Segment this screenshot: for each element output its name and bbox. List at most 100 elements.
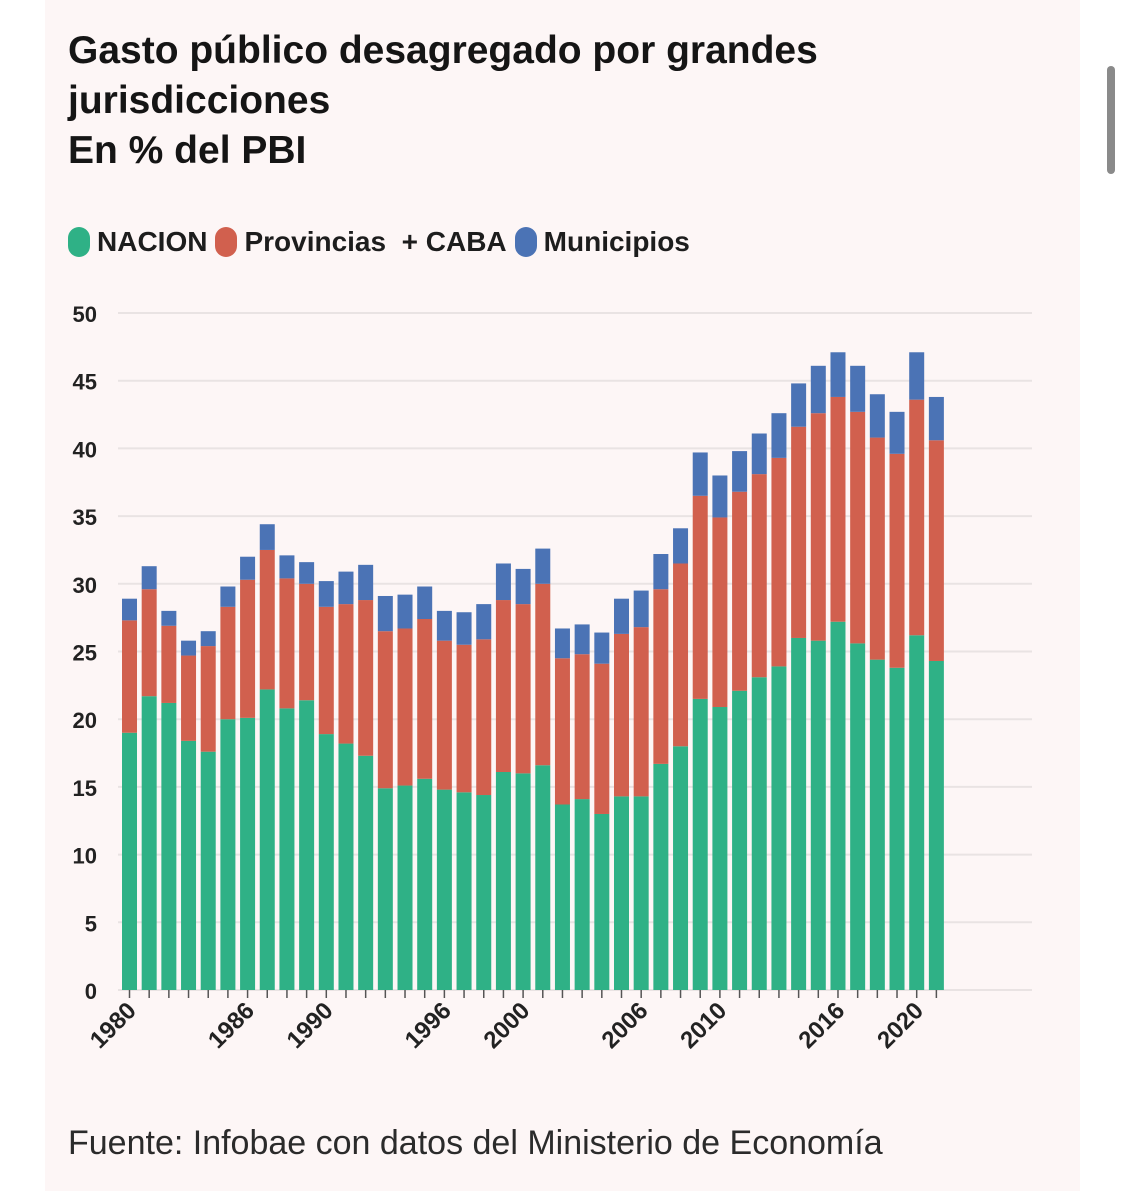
bar-1999-municipios bbox=[495, 563, 511, 601]
bar-2000-provincias-caba bbox=[515, 604, 531, 774]
x-tick-label-1986: 1986 bbox=[203, 997, 260, 1054]
bar-2009-provincias-caba bbox=[692, 495, 708, 699]
bar-2003-provincias-caba bbox=[574, 654, 590, 800]
legend-label-provincias: Provincias + CABA bbox=[244, 226, 507, 257]
bar-2015-nacion bbox=[810, 640, 826, 990]
bar-1983-provincias-caba bbox=[181, 655, 197, 741]
bar-1981-provincias-caba bbox=[141, 589, 157, 697]
bar-2014-municipios bbox=[791, 383, 807, 427]
bar-1985-provincias-caba bbox=[220, 606, 236, 720]
bar-2006-municipios bbox=[633, 590, 649, 628]
bar-2007-provincias-caba bbox=[653, 589, 669, 764]
bar-1996-nacion bbox=[436, 789, 452, 990]
bar-2017-provincias-caba bbox=[850, 411, 866, 644]
bar-2000-nacion bbox=[515, 773, 531, 990]
bar-2002-municipios bbox=[554, 628, 570, 659]
x-tick-label-2000: 2000 bbox=[478, 997, 535, 1054]
bar-2001-municipios bbox=[535, 548, 551, 584]
bar-2004-nacion bbox=[594, 813, 610, 990]
bar-1980-nacion bbox=[122, 732, 137, 990]
legend-label-nacion: NACION bbox=[97, 226, 208, 257]
bar-2017-nacion bbox=[850, 643, 866, 990]
bar-2012-nacion bbox=[751, 677, 767, 990]
bar-2021-municipios bbox=[928, 396, 944, 441]
y-tick-label-25: 25 bbox=[73, 641, 97, 666]
bar-2004-provincias-caba bbox=[594, 663, 610, 814]
bar-1991-provincias-caba bbox=[338, 604, 354, 744]
bar-1998-municipios bbox=[476, 604, 492, 640]
bar-2010-nacion bbox=[712, 707, 728, 990]
y-tick-label-50: 50 bbox=[73, 302, 97, 327]
bar-1989-nacion bbox=[299, 700, 315, 990]
bar-2018-provincias-caba bbox=[869, 437, 885, 660]
bar-1980-provincias-caba bbox=[122, 620, 137, 733]
bar-2020-provincias-caba bbox=[909, 399, 925, 636]
bar-1984-nacion bbox=[200, 751, 216, 990]
bar-2009-municipios bbox=[692, 452, 708, 496]
bar-2002-nacion bbox=[554, 804, 570, 990]
bar-2014-provincias-caba bbox=[791, 426, 807, 638]
bar-1981-municipios bbox=[141, 566, 157, 590]
bar-2010-municipios bbox=[712, 475, 728, 518]
bar-1994-provincias-caba bbox=[397, 628, 413, 786]
bar-2015-provincias-caba bbox=[810, 413, 826, 641]
x-tick-label-1996: 1996 bbox=[400, 997, 457, 1054]
bar-2005-municipios bbox=[614, 598, 629, 634]
bar-1989-provincias-caba bbox=[299, 583, 315, 701]
bar-1995-municipios bbox=[417, 586, 433, 620]
legend-label-municipios: Municipios bbox=[543, 226, 690, 257]
bar-1997-municipios bbox=[456, 612, 472, 645]
bar-2017-municipios bbox=[850, 365, 866, 412]
bar-2008-municipios bbox=[673, 528, 689, 564]
bar-1982-nacion bbox=[161, 702, 177, 990]
bar-2005-nacion bbox=[614, 796, 629, 990]
bar-2013-municipios bbox=[771, 413, 787, 458]
bar-1992-municipios bbox=[358, 564, 374, 601]
bar-2009-nacion bbox=[692, 698, 708, 990]
scrollbar[interactable] bbox=[1107, 66, 1115, 174]
bar-2019-municipios bbox=[889, 411, 905, 454]
bar-2014-nacion bbox=[791, 637, 807, 990]
bar-1990-municipios bbox=[318, 581, 334, 607]
bar-1994-nacion bbox=[397, 785, 413, 990]
bar-1980-municipios bbox=[122, 598, 137, 621]
bar-2007-municipios bbox=[653, 554, 669, 590]
bar-2016-municipios bbox=[830, 352, 846, 397]
bar-2010-provincias-caba bbox=[712, 517, 728, 708]
bar-1985-nacion bbox=[220, 719, 236, 990]
bar-1988-municipios bbox=[279, 555, 295, 579]
bar-1990-nacion bbox=[318, 734, 334, 990]
chart-title: Gasto público desagregado por grandes ju… bbox=[68, 26, 968, 176]
bar-2016-nacion bbox=[830, 621, 846, 990]
bar-1986-municipios bbox=[240, 556, 256, 580]
bar-1995-provincias-caba bbox=[417, 619, 433, 779]
bar-2019-provincias-caba bbox=[889, 453, 905, 668]
bar-1993-nacion bbox=[377, 788, 393, 990]
bar-2013-nacion bbox=[771, 666, 787, 990]
chart-title-line-1: Gasto público desagregado por grandes bbox=[68, 29, 818, 72]
source-note: Fuente: Infobae con datos del Ministerio… bbox=[68, 1124, 883, 1162]
y-tick-label-20: 20 bbox=[73, 708, 97, 733]
bar-1987-nacion bbox=[259, 689, 275, 990]
x-tick-label-1980: 1980 bbox=[85, 997, 142, 1054]
bar-2020-nacion bbox=[909, 635, 925, 990]
bar-1998-nacion bbox=[476, 795, 492, 990]
x-tick-label-2006: 2006 bbox=[597, 997, 654, 1054]
legend-swatch-nacion bbox=[68, 227, 90, 257]
y-tick-label-45: 45 bbox=[73, 370, 97, 395]
y-tick-label-35: 35 bbox=[73, 505, 97, 530]
bar-1988-nacion bbox=[279, 708, 295, 990]
x-tick-label-1990: 1990 bbox=[282, 997, 339, 1054]
bar-2003-nacion bbox=[574, 799, 590, 990]
bar-1990-provincias-caba bbox=[318, 606, 334, 735]
bar-1988-provincias-caba bbox=[279, 578, 295, 709]
bar-2011-municipios bbox=[732, 451, 748, 492]
chart-title-line-2: jurisdicciones bbox=[68, 79, 331, 122]
bar-2018-municipios bbox=[869, 394, 885, 438]
stacked-bar-chart: 0 5 10 15 20 25 30 35 40 45 50 1980 1986 1990 1996 2000… bbox=[73, 302, 1032, 1054]
bar-2019-nacion bbox=[889, 667, 905, 990]
bar-1987-municipios bbox=[259, 524, 275, 550]
bar-2003-municipios bbox=[574, 624, 590, 655]
bar-1996-provincias-caba bbox=[436, 640, 452, 790]
x-tick-label-2020: 2020 bbox=[872, 997, 929, 1054]
